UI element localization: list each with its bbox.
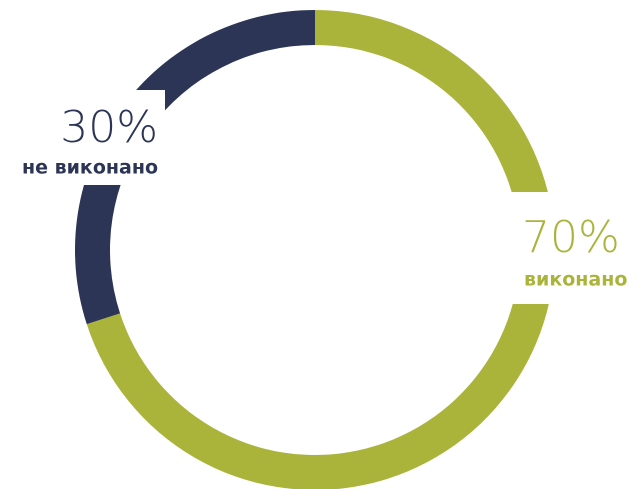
category-label: виконано bbox=[524, 269, 627, 291]
category-label: не виконано bbox=[22, 157, 158, 179]
label-background bbox=[510, 192, 635, 304]
value-label: 70% bbox=[522, 212, 620, 263]
value-label: 30% bbox=[60, 102, 158, 153]
label-background bbox=[0, 90, 165, 185]
